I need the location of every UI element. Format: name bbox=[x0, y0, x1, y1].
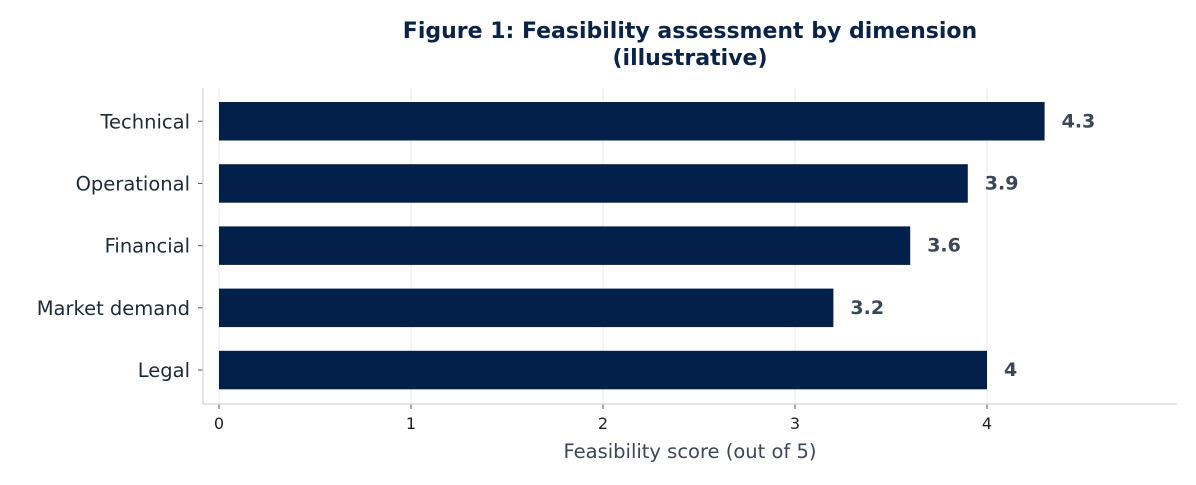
bar-financial bbox=[219, 226, 911, 265]
bar-market-demand bbox=[219, 288, 834, 328]
x-axis-label: Feasibility score (out of 5) bbox=[563, 440, 816, 463]
category-label-financial: Financial bbox=[105, 235, 190, 258]
chart-title-line-1: Figure 1: Feasibility assessment by dime… bbox=[403, 19, 977, 44]
value-label-legal: 4 bbox=[1004, 359, 1017, 381]
category-label-legal: Legal bbox=[138, 359, 190, 382]
x-tick-label-4: 4 bbox=[982, 414, 992, 433]
value-label-market-demand: 3.2 bbox=[850, 297, 884, 319]
x-tick-label-1: 1 bbox=[406, 414, 416, 433]
bar-technical bbox=[219, 102, 1045, 141]
category-label-market-demand: Market demand bbox=[37, 297, 190, 320]
x-tick-label-3: 3 bbox=[790, 414, 800, 433]
value-label-technical: 4.3 bbox=[1062, 110, 1096, 132]
x-tick-label-2: 2 bbox=[598, 414, 608, 433]
category-label-operational: Operational bbox=[76, 172, 190, 195]
x-tick-label-0: 0 bbox=[214, 414, 224, 433]
value-label-financial: 3.6 bbox=[927, 235, 961, 257]
chart-title-line-2: (illustrative) bbox=[612, 46, 767, 71]
bars bbox=[219, 102, 1045, 390]
value-label-operational: 3.9 bbox=[985, 172, 1019, 194]
category-label-technical: Technical bbox=[99, 110, 190, 133]
bar-legal bbox=[219, 350, 987, 390]
bar-operational bbox=[219, 164, 968, 203]
labels: 0 1 2 3 4 Technical 4.3 Operational 3.9 Financial… bbox=[37, 110, 1096, 433]
